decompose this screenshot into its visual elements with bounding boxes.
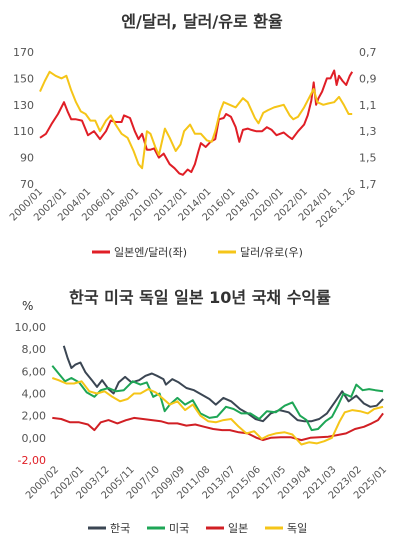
exchange-rate-chart: 엔/달러, 달러/유로 환율 70 90 110 130 150 170 0,7 0,9 1,1 1… [8,12,377,259]
y-left-tick-label: 70 [20,178,34,191]
y-right-tick-label: 0,7 [359,46,377,59]
unit-label: % [22,299,33,313]
y-left-tick-label: 110 [13,125,34,138]
y-tick-label: 10,00 [15,321,47,334]
chart-title: 엔/달러, 달러/유로 환율 [121,12,283,31]
chart-title: 한국 미국 독일 일본 10년 국채 수익률 [69,288,331,307]
y-left-tick-label: 90 [20,152,34,165]
legend-label: 독일 [287,521,307,535]
series-line-2 [39,70,353,170]
series-line-1 [62,345,384,423]
series-line-2 [51,365,384,432]
legend-label: 한국 [110,522,130,535]
y-left-tick-label: 150 [13,72,34,85]
y-left-tick-label: 170 [13,46,34,59]
legend-label: 미국 [169,522,189,535]
y-tick-label: 2,00 [22,410,47,423]
y-left-tick-label: 130 [13,99,34,112]
y-tick-label: 8,00 [22,343,47,356]
y-tick-label: 4,00 [22,388,47,401]
series-line-1 [39,69,354,176]
y-tick-label: 6,00 [22,365,47,378]
y-right-tick-label: 1,5 [359,152,377,165]
series-line-4 [51,377,384,446]
bond-yield-chart: 한국 미국 독일 일본 10년 국채 수익률% -2,00 0,00 2,00 4,00… [15,288,390,535]
y-right-tick-label: 1,3 [359,125,377,138]
legend-label: 일본 [228,521,248,535]
legend-label: 달러/유로(우) [240,246,303,259]
y-right-tick-label: 0,9 [359,72,377,85]
y-right-tick-label: 1,1 [359,99,377,112]
legend-label: 일본엔/달러(좌) [114,245,187,259]
y-tick-label: 0,00 [22,432,47,445]
y-tick-label: -2,00 [18,454,46,467]
y-right-tick-label: 1,7 [359,178,377,191]
